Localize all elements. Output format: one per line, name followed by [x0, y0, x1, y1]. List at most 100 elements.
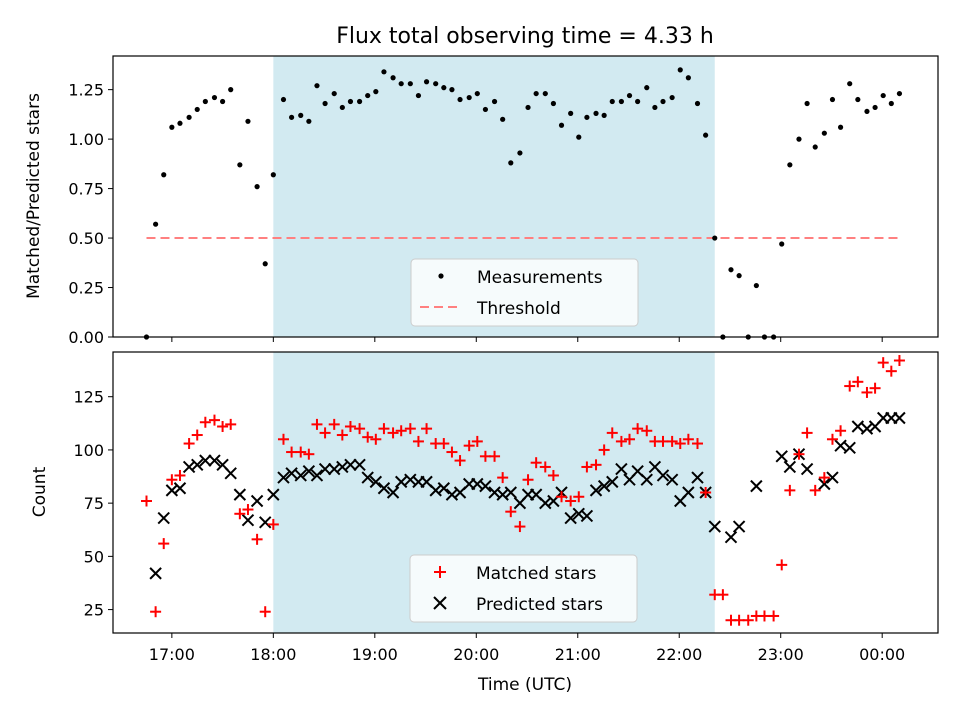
measurement-point: [314, 83, 320, 89]
bottom-y-axis-label: Count: [30, 466, 50, 517]
measurement-point: [618, 98, 624, 105]
x-tick-label: 22:00: [656, 645, 702, 664]
bottom-x-ticks: 17:00 18:00 19:00 20:00 21:00 22:00 23:00 00:00: [149, 633, 905, 664]
matched-star-point: [692, 438, 704, 450]
y-tick-label: 75: [84, 494, 104, 513]
measurement-point: [568, 110, 574, 116]
matched-star-point: [166, 474, 178, 486]
predicted-star-point: [267, 488, 280, 501]
predicted-star-point: [386, 486, 400, 499]
measurement-point: [466, 94, 472, 101]
predicted-star-point: [182, 460, 196, 474]
predicted-star-point: [691, 471, 704, 484]
measurement-point: [262, 261, 268, 267]
measurement-point: [837, 124, 844, 130]
predicted-star-point: [708, 520, 721, 533]
predicted-star-point: [285, 467, 298, 480]
predicted-star-point: [302, 465, 316, 478]
measurement-point: [331, 90, 337, 97]
matched-star-point: [463, 440, 475, 452]
x-axis-label: Time (UTC): [477, 675, 572, 695]
matched-star-point: [606, 427, 618, 439]
matched-star-point: [199, 416, 211, 428]
matched-star-point: [581, 461, 593, 473]
matched-star-point: [251, 533, 263, 545]
matched-star-point: [852, 376, 864, 388]
matched-star-point: [395, 425, 407, 437]
measurement-point: [626, 92, 633, 99]
matched-star-point: [844, 380, 856, 392]
matched-star-point: [225, 418, 237, 430]
matched-star-point: [505, 506, 517, 518]
measurement-point: [872, 104, 878, 111]
matched-star-point: [295, 446, 307, 458]
measurement-point: [322, 100, 328, 107]
measurement-point: [753, 282, 759, 289]
matched-star-point: [598, 444, 610, 456]
predicted-star-point: [504, 486, 517, 499]
matched-star-point: [217, 421, 229, 433]
matched-star-point: [801, 427, 813, 439]
predicted-star-point: [606, 475, 619, 489]
top-legend: Measurements Threshold: [410, 258, 639, 327]
measurement-point: [855, 96, 861, 103]
measurement-point: [219, 98, 226, 105]
measurement-point: [457, 96, 463, 103]
matched-star-point: [311, 418, 323, 430]
measurement-point: [270, 172, 276, 178]
predicted-star-point: [173, 482, 187, 495]
measurement-point: [888, 100, 894, 107]
measurement-point: [365, 92, 371, 99]
predicted-star-point: [353, 458, 366, 472]
y-tick-label: 1.25: [68, 81, 104, 100]
matched-star-point: [344, 421, 356, 433]
measurement-points: [143, 67, 903, 340]
matched-stars-points: [140, 355, 905, 626]
matched-star-point: [319, 427, 331, 439]
predicted-star-point: [665, 473, 679, 486]
matched-star-point: [471, 435, 483, 447]
predicted-star-point: [775, 450, 788, 463]
y-tick-label: 0.25: [68, 279, 104, 298]
x-tick-label: 00:00: [859, 645, 905, 664]
measurement-point: [517, 150, 523, 156]
x-tick-label: 23:00: [758, 645, 804, 664]
measurement-point: [288, 114, 295, 120]
measurement-point: [712, 235, 718, 241]
measurement-point: [500, 116, 506, 122]
matched-star-point: [412, 435, 424, 447]
measurement-point: [433, 81, 439, 87]
matched-star-point: [556, 491, 568, 503]
measurement-point: [829, 96, 836, 103]
bottom-panel: 25 50 75 100 125 17:00 18:00 19:00 20:00 21:00 22…: [30, 351, 939, 695]
top-axes-frame: [112, 55, 939, 338]
y-tick-label: 100: [73, 441, 104, 460]
legend-measurements-label: Measurements: [477, 268, 603, 288]
measurement-point: [550, 100, 557, 107]
predicted-star-point: [851, 420, 865, 433]
measurement-point: [694, 100, 701, 107]
matched-star-point: [565, 495, 577, 507]
predicted-star-point: [893, 411, 906, 425]
measurement-point: [558, 122, 565, 128]
measurement-point: [736, 273, 742, 279]
top-x-ticks: [171, 337, 883, 342]
predicted-star-point: [259, 516, 272, 529]
bottom-y-ticks: 25 50 75 100 125: [73, 388, 113, 620]
measurement-point: [298, 112, 304, 118]
measurement-point: [390, 75, 396, 81]
predicted-star-point: [860, 422, 874, 435]
matched-star-point: [877, 357, 889, 369]
measurement-point: [211, 94, 218, 101]
predicted-star-point: [597, 479, 611, 493]
y-tick-label: 1.00: [68, 130, 104, 149]
matched-star-point: [234, 508, 246, 520]
predicted-star-point: [724, 530, 738, 544]
legend-predicted-label: Predicted stars: [476, 595, 603, 615]
predicted-star-point: [318, 462, 332, 476]
x-tick-label: 20:00: [453, 645, 499, 664]
predicted-star-point: [437, 482, 451, 495]
matched-star-point: [547, 469, 559, 481]
matched-star-point: [615, 435, 627, 447]
